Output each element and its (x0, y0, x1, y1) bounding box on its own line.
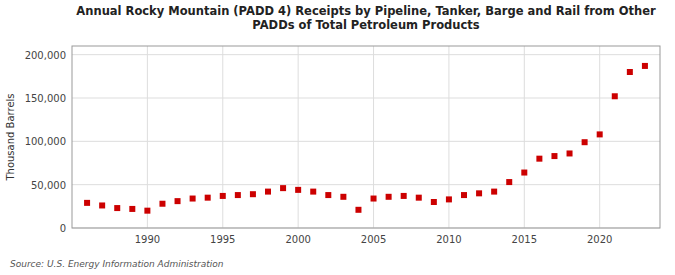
y-grid-line (72, 184, 660, 185)
point (521, 170, 527, 176)
point (355, 207, 361, 213)
point (371, 196, 377, 202)
point (205, 195, 211, 201)
point (235, 192, 241, 198)
x-tick-label: 2005 (361, 234, 386, 245)
point (491, 189, 497, 195)
point (446, 196, 452, 202)
x-grid-line (298, 46, 299, 228)
point (340, 194, 346, 200)
x-tick-label: 2020 (587, 234, 612, 245)
point (567, 150, 573, 156)
point (250, 191, 256, 197)
point (627, 69, 633, 75)
background (0, 0, 675, 275)
y-tick-label: 50,000 (31, 180, 66, 191)
point (129, 206, 135, 212)
point (401, 193, 407, 199)
point (265, 189, 271, 195)
chart: Annual Rocky Mountain (PADD 4) Receipts … (0, 0, 675, 275)
point (280, 185, 286, 191)
y-grid-line (72, 54, 660, 55)
point (144, 208, 150, 214)
point (220, 193, 226, 199)
x-grid-line (147, 46, 148, 228)
point (295, 187, 301, 193)
y-axis-label: Thousand Barrels (5, 93, 16, 181)
x-tick-label: 1990 (135, 234, 160, 245)
marks (84, 63, 648, 214)
grid (72, 46, 660, 228)
point (175, 198, 181, 204)
point (325, 192, 331, 198)
point (582, 139, 588, 145)
point (476, 190, 482, 196)
y-tick-label: 150,000 (25, 93, 66, 104)
point (190, 196, 196, 202)
point (506, 179, 512, 185)
point (114, 205, 120, 211)
title: Annual Rocky Mountain (PADD 4) Receipts … (76, 4, 656, 32)
point (551, 153, 557, 159)
x-grid-line (524, 46, 525, 228)
plot-frame (72, 46, 660, 228)
point (642, 63, 648, 69)
point (99, 202, 105, 208)
y-grid-line (72, 141, 660, 142)
point (84, 200, 90, 206)
point (159, 201, 165, 207)
x-grid-line (222, 46, 223, 228)
point (461, 192, 467, 198)
point (612, 93, 618, 99)
y-tick-label: 0 (60, 223, 66, 234)
y-tick-label: 200,000 (25, 50, 66, 61)
point (536, 156, 542, 162)
x-tick-label: 2015 (512, 234, 537, 245)
point (431, 199, 437, 205)
source-note: Source: U.S. Energy Information Administ… (10, 259, 224, 269)
point (416, 195, 422, 201)
x-tick-label: 2000 (285, 234, 310, 245)
y-grid-line (72, 98, 660, 99)
point (386, 194, 392, 200)
point (597, 131, 603, 137)
point (310, 189, 316, 195)
x-tick-label: 2010 (436, 234, 461, 245)
y-tick-label: 100,000 (25, 136, 66, 147)
x-tick-label: 1995 (210, 234, 235, 245)
